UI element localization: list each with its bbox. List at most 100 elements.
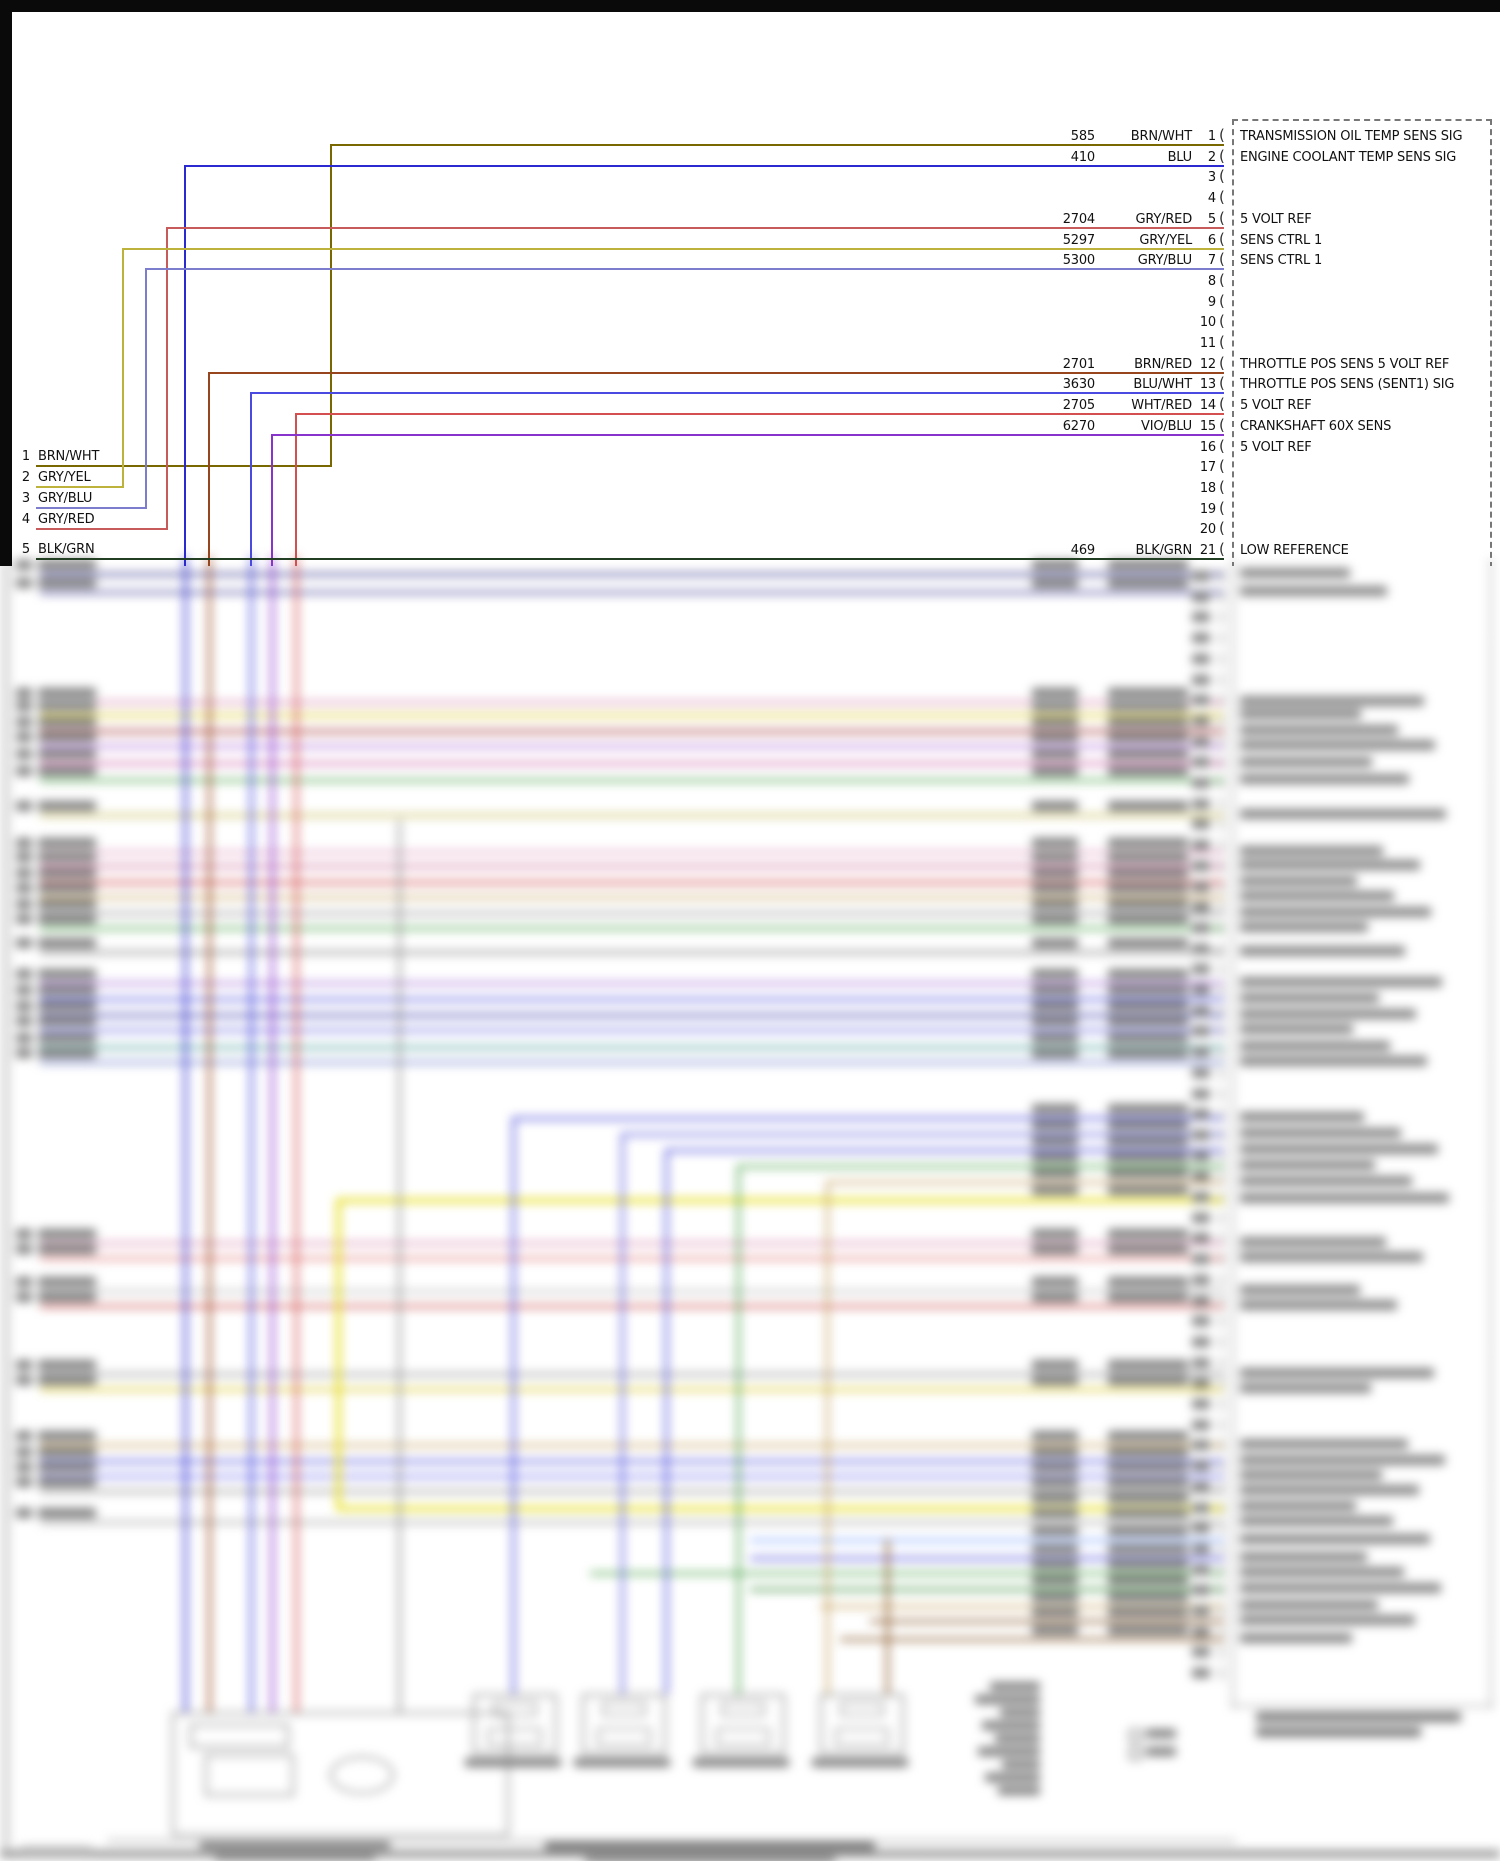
- left-terminal-label: GRY/BLU: [38, 491, 93, 506]
- blurred-text-bar: [1108, 852, 1188, 862]
- blurred-pin-bracket-icon: (: [1219, 1208, 1225, 1227]
- blurred-text-bar: [1192, 1088, 1210, 1099]
- pin-bracket-icon: (: [1219, 291, 1225, 310]
- blurred-text-bar: [1240, 1193, 1449, 1203]
- blurred-text-bar: [16, 1508, 32, 1518]
- blurred-text-bar: [1032, 732, 1078, 742]
- blurred-text-bar: [1240, 846, 1383, 856]
- blurred-wire: [665, 1149, 1224, 1152]
- blurred-pin-bracket-icon: (: [1219, 732, 1225, 751]
- blurred-pin-bracket-icon: (: [1219, 1001, 1225, 1020]
- ignition-coil-connector-box: [582, 1694, 666, 1754]
- blurred-text-bar: [1108, 1431, 1188, 1441]
- blurred-text-bar: [16, 688, 32, 698]
- blurred-text-bar: [1032, 1462, 1078, 1472]
- blurred-pin-bracket-icon: (: [1219, 629, 1225, 648]
- blurred-text-bar: [1108, 1592, 1188, 1602]
- blurred-wire: [40, 998, 1224, 1001]
- pin-number: 10: [1199, 315, 1216, 331]
- blurred-text-bar: [1032, 1544, 1078, 1554]
- blurred-text-bar: [1108, 1462, 1188, 1472]
- throttle-body-inner-box-2: [205, 1754, 294, 1796]
- blurred-text-bar: [1240, 1176, 1412, 1186]
- legend-swatch: [1129, 1729, 1142, 1742]
- blurred-text-bar: [1032, 1104, 1078, 1114]
- blurred-text-bar: [1108, 1244, 1188, 1254]
- blurred-text-bar: [16, 1431, 32, 1441]
- blurred-text-bar: [1108, 914, 1188, 924]
- blurred-wire: [886, 1539, 889, 1694]
- blurred-text-bar: [1192, 1233, 1210, 1244]
- pin-number: 1: [1207, 129, 1216, 144]
- blurred-wire: [512, 1117, 515, 1694]
- blurred-text-bar: [16, 1277, 32, 1287]
- blurred-text-bar: [1240, 993, 1379, 1003]
- pin-wire-color: GRY/YEL: [1139, 232, 1192, 248]
- blurred-text-bar: [16, 1016, 32, 1026]
- blurred-text-bar: [982, 1721, 1040, 1730]
- blurred-text-bar: [1240, 1144, 1438, 1154]
- blurred-text-bar: [1192, 1295, 1210, 1306]
- blurred-text-bar: [1240, 977, 1442, 987]
- blurred-text-bar: [16, 985, 32, 995]
- throttle-body-motor-symbol: [330, 1756, 394, 1794]
- blurred-text-bar: [1108, 868, 1188, 878]
- blurred-text-bar: [1192, 964, 1210, 975]
- pin-bracket-icon: (: [1219, 415, 1225, 434]
- blurred-text-bar: [1240, 1633, 1352, 1643]
- ignition-coil-connector-notch: [840, 1702, 884, 1716]
- ignition-coil-connector-pins: [835, 1728, 889, 1746]
- blurred-wire: [40, 1061, 1224, 1064]
- blurred-text-bar: [1192, 985, 1210, 995]
- pin-wire-number: 410: [1070, 149, 1095, 165]
- blurred-pin-bracket-icon: (: [1219, 1353, 1225, 1372]
- blurred-text-bar: [1192, 778, 1210, 788]
- blurred-text-bar: [1240, 1383, 1371, 1393]
- blurred-text-bar: [38, 560, 96, 570]
- blurred-text-bar: [1256, 1712, 1461, 1722]
- blurred-text-bar: [1032, 766, 1078, 776]
- blurred-pin-bracket-icon: (: [1219, 1063, 1225, 1082]
- blurred-text-bar: [38, 688, 96, 698]
- blurred-text-bar: [16, 1048, 32, 1058]
- blurred-wire: [40, 714, 1224, 717]
- blurred-wire: [40, 1373, 1224, 1376]
- blurred-text-bar: [1108, 1526, 1188, 1536]
- blurred-pin-bracket-icon: (: [1219, 649, 1225, 668]
- blurred-text-bar: [1192, 902, 1210, 913]
- blurred-text-bar: [1192, 1399, 1210, 1409]
- blurred-text-bar: [1240, 1455, 1445, 1465]
- blurred-pin-bracket-icon: (: [1219, 898, 1225, 917]
- blurred-wire: [826, 1181, 829, 1694]
- blurred-text-bar: [1192, 1626, 1210, 1637]
- blurred-pin-bracket-icon: (: [1219, 1457, 1225, 1476]
- ecm-connector-box-continuation: [1232, 560, 1492, 1707]
- blurred-text-bar: [1192, 1192, 1210, 1202]
- blurred-text-bar: [1032, 1244, 1078, 1254]
- blurred-text-bar: [1192, 1067, 1210, 1078]
- blurred-text-bar: [38, 1001, 96, 1011]
- pin-label: 5 VOLT REF: [1240, 439, 1312, 455]
- blurred-text-bar: [545, 1842, 875, 1851]
- pin-label: TRANSMISSION OIL TEMP SENS SIG: [1240, 129, 1463, 144]
- blurred-pin-bracket-icon: (: [1219, 1395, 1225, 1413]
- blurred-text-bar: [1192, 1668, 1210, 1679]
- blurred-text-bar: [1192, 943, 1210, 954]
- blurred-text-bar: [1192, 1129, 1210, 1140]
- blurred-text-bar: [1002, 1760, 1040, 1769]
- blurred-text-bar: [1108, 688, 1188, 698]
- blurred-wire: [737, 1165, 740, 1694]
- blurred-text-bar: [38, 1292, 96, 1302]
- blurred-page-edge-left: [2, 560, 10, 1855]
- blurred-wire: [40, 1521, 1224, 1524]
- pin-wire-number: 2701: [1062, 356, 1095, 372]
- wire-segment-vertical: [295, 413, 297, 566]
- blurred-text-bar: [1240, 1160, 1375, 1170]
- blurred-text-bar: [38, 732, 96, 742]
- wire-segment-horizontal: [36, 486, 124, 488]
- blurred-wire: [40, 573, 1224, 576]
- blurred-wire: [40, 982, 1224, 985]
- pin-bracket-icon: (: [1219, 540, 1225, 558]
- blurred-text-bar: [16, 1447, 32, 1457]
